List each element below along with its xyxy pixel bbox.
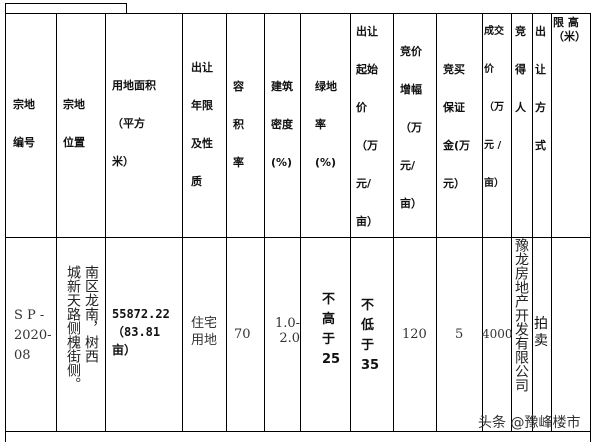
header-start-price: 出让 起始 价 （万 元/ 亩） (356, 25, 378, 228)
cell-winner: 豫龙房地产开发有限公司 (513, 238, 529, 392)
cell-far: 70 (234, 327, 251, 342)
header-parcel-no: 宗地 编号 (13, 98, 35, 149)
header-density: 建筑 密度 (%) (271, 80, 293, 169)
cell-term-use: 住宅 用地 (191, 316, 218, 348)
top-label-box (5, 3, 127, 14)
header-winner: 竞 得 人 (515, 25, 526, 114)
cell-location-col1: 南区龙南，树西 (83, 265, 99, 363)
cell-method: 拍 卖 (534, 316, 548, 349)
header-deposit: 竞买 保证 金(万 元） (443, 63, 471, 190)
header-green: 绿地 率 (%) (315, 80, 337, 169)
cell-density: 1.0- 2.0 (275, 316, 301, 346)
header-area: 用地面积 （平方 米） (112, 79, 156, 168)
header-far: 容 积 率 (233, 80, 244, 169)
header-method: 出 让 方 式 (535, 25, 546, 152)
cell-location-col2: 城新天路侧槐街侧。 (65, 265, 81, 391)
cell-deal-price: 4000 (482, 327, 513, 341)
cell-increment: 120 (402, 327, 427, 342)
header-increment: 竞价 增幅 （万 元/ 亩） (400, 45, 422, 210)
cell-green: 不 高 于 25 (322, 292, 341, 367)
header-height-limit: 限 高 （米） (553, 16, 586, 43)
cell-area: 55872.22 （83.81 亩） (112, 307, 170, 357)
cell-start-price: 不 低 于 35 (361, 298, 380, 373)
header-deal-price: 成交 价 （万 元 / 亩） (484, 26, 504, 189)
watermark: 头条 @豫峰楼市 (478, 415, 581, 431)
header-location: 宗地 位置 (63, 98, 85, 149)
cell-parcel-no: S P - 2020- 08 (14, 308, 52, 363)
header-term-use: 出让 年限 及性 质 (191, 61, 213, 188)
cell-deposit: 5 (455, 327, 464, 342)
